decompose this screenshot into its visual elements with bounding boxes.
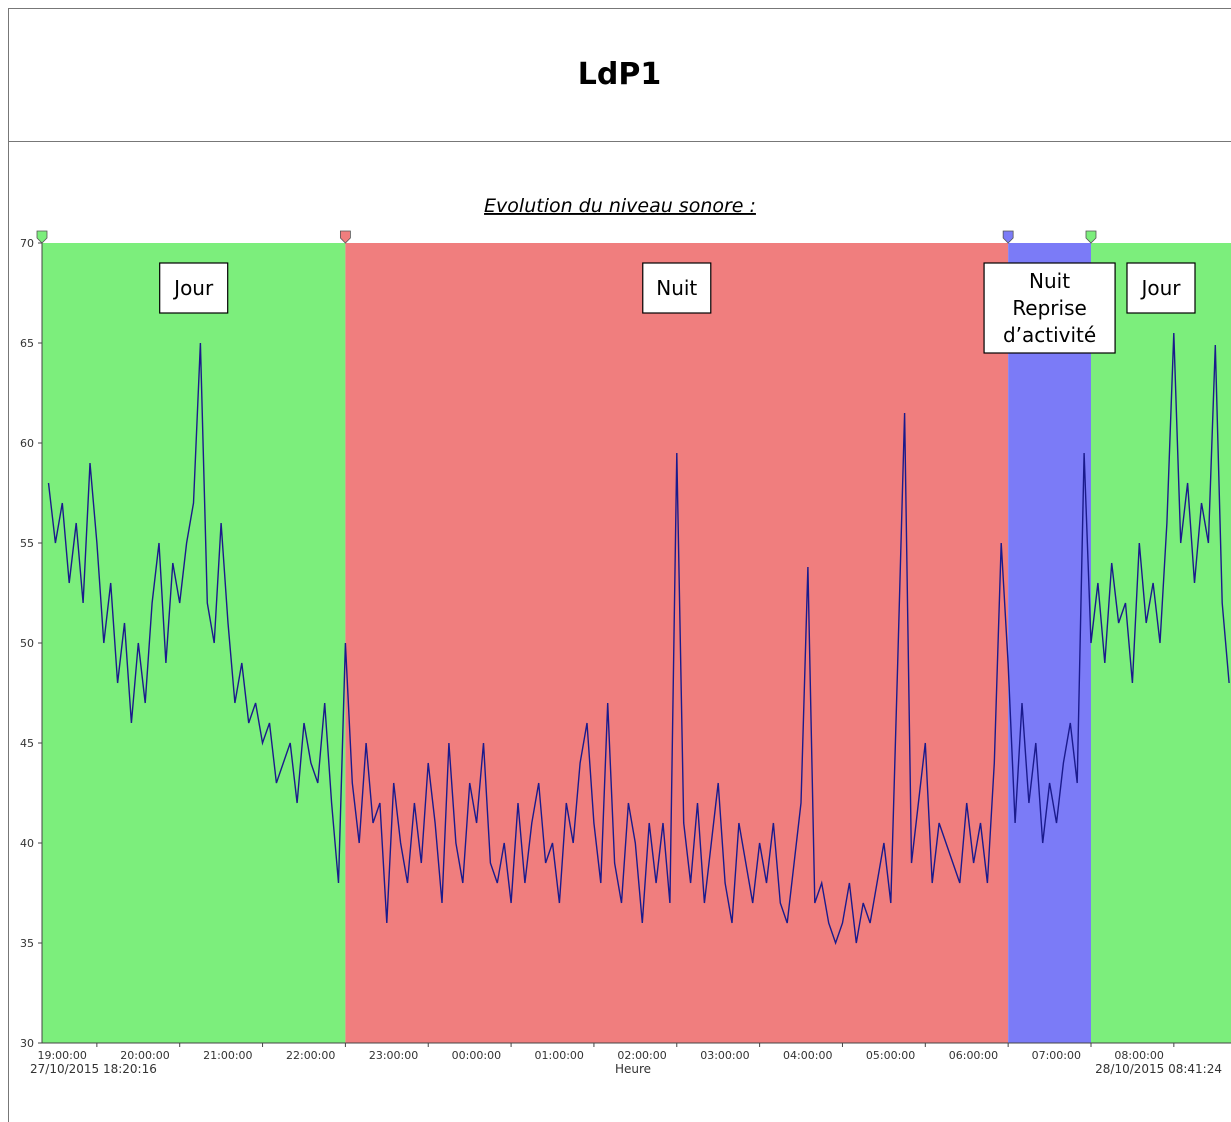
band-label: Nuit bbox=[656, 276, 697, 300]
x-tick-label: 07:00:00 bbox=[1032, 1049, 1081, 1062]
y-tick-label: 70 bbox=[20, 237, 34, 250]
y-tick-label: 55 bbox=[20, 537, 34, 550]
x-end-label: 28/10/2015 08:41:24 bbox=[1095, 1062, 1222, 1076]
header-title: LdP1 bbox=[8, 8, 1231, 142]
band-label-box bbox=[983, 262, 1116, 354]
y-tick-label: 60 bbox=[20, 437, 34, 450]
period-marker bbox=[1002, 230, 1014, 244]
x-tick-label: 03:00:00 bbox=[700, 1049, 749, 1062]
period-marker bbox=[339, 230, 351, 244]
band-label: Jour bbox=[1139, 276, 1181, 300]
period-band bbox=[1090, 243, 1231, 1043]
x-tick-label: 08:00:00 bbox=[1114, 1049, 1163, 1062]
band-label: d’activité bbox=[1003, 323, 1096, 347]
period-band bbox=[42, 243, 346, 1043]
y-tick-label: 40 bbox=[20, 837, 34, 850]
x-tick-label: 04:00:00 bbox=[783, 1049, 832, 1062]
chart-subtitle: Evolution du niveau sonore : bbox=[484, 195, 756, 217]
x-tick-label: 21:00:00 bbox=[203, 1049, 252, 1062]
band-label-box bbox=[642, 262, 712, 314]
period-band bbox=[1008, 243, 1091, 1043]
band-label-box bbox=[159, 262, 229, 314]
x-tick-label: 06:00:00 bbox=[949, 1049, 998, 1062]
page-frame bbox=[8, 8, 1231, 1122]
x-tick-label: 19:00:00 bbox=[37, 1049, 86, 1062]
band-label: Reprise bbox=[1012, 296, 1087, 320]
band-label-box bbox=[1126, 262, 1196, 314]
x-start-label: 27/10/2015 18:20:16 bbox=[30, 1062, 157, 1076]
x-tick-label: 02:00:00 bbox=[617, 1049, 666, 1062]
y-tick-label: 50 bbox=[20, 637, 34, 650]
x-tick-label: 22:00:00 bbox=[286, 1049, 335, 1062]
band-label: Nuit bbox=[1029, 269, 1070, 293]
x-tick-label: 05:00:00 bbox=[866, 1049, 915, 1062]
y-tick-label: 45 bbox=[20, 737, 34, 750]
period-marker bbox=[36, 230, 48, 244]
data-line bbox=[47, 332, 1230, 946]
y-tick-label: 65 bbox=[20, 337, 34, 350]
band-label: Jour bbox=[172, 276, 214, 300]
y-tick-label: 35 bbox=[20, 937, 34, 950]
x-axis-label: Heure bbox=[615, 1062, 651, 1076]
x-tick-label: 00:00:00 bbox=[452, 1049, 501, 1062]
x-tick-label: 23:00:00 bbox=[369, 1049, 418, 1062]
period-marker bbox=[1085, 230, 1097, 244]
x-tick-label: 20:00:00 bbox=[120, 1049, 169, 1062]
x-tick-label: 01:00:00 bbox=[535, 1049, 584, 1062]
y-tick-label: 30 bbox=[20, 1037, 34, 1050]
